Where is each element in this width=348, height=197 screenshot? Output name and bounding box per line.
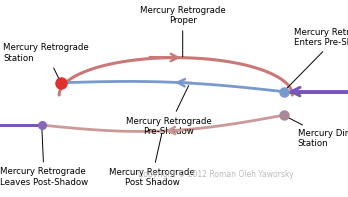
Text: Mercury Retrograde
Pre-Shadow: Mercury Retrograde Pre-Shadow <box>126 86 212 136</box>
Text: Copyright © 2012 Roman Oleh Yaworsky: Copyright © 2012 Roman Oleh Yaworsky <box>138 170 294 179</box>
Text: Mercury Retrograde
Post Shadow: Mercury Retrograde Post Shadow <box>109 134 195 187</box>
Text: Mercury Retrograde
Enters Pre-Shadow: Mercury Retrograde Enters Pre-Shadow <box>286 28 348 90</box>
Text: Mercury Retrograde
Station: Mercury Retrograde Station <box>3 43 89 80</box>
Text: Mercury Direct
Station: Mercury Direct Station <box>286 116 348 148</box>
Text: Mercury Retrograde
Proper: Mercury Retrograde Proper <box>140 6 226 57</box>
Text: Mercury Retrograde
Leaves Post-Shadow: Mercury Retrograde Leaves Post-Shadow <box>0 128 88 187</box>
